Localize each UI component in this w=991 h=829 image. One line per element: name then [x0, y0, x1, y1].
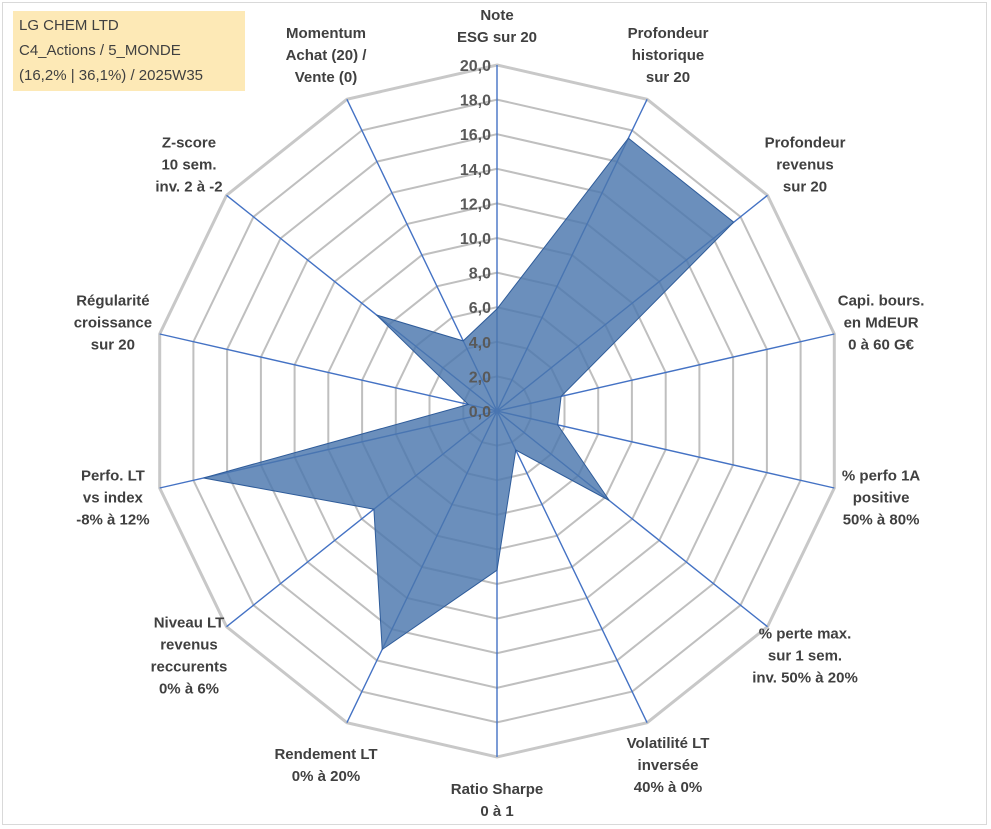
axis-label: sur 20 [91, 336, 135, 353]
axis-label: -8% à 12% [76, 512, 149, 529]
axis-label: sur 20 [646, 69, 690, 86]
tick-label-layer: 0,0 2,0 4,0 6,0 8,0 10,0 12,0 14,0 16,0 18,0 20,0 [460, 58, 491, 421]
axis-label: croissance [74, 314, 152, 331]
axis-label: Régularité [76, 292, 149, 309]
axis-label: 50% à 80% [843, 512, 920, 529]
axis-label: historique [632, 47, 705, 64]
axis-label: Vente (0) [295, 69, 358, 86]
axis-label: Z-score [162, 134, 216, 151]
axis-label: inv. 50% à 20% [752, 670, 858, 687]
axis-label: positive [853, 490, 910, 507]
axis-label: Niveau LT [154, 615, 225, 632]
axis-label: revenus [160, 637, 218, 654]
axis-label: Momentum [286, 25, 366, 42]
axis-label: revenus [776, 156, 834, 173]
axis-label: 0% à 20% [292, 768, 360, 785]
tick-label: 4,0 [469, 335, 491, 352]
axis-label: 40% à 0% [634, 779, 702, 796]
tick-label: 2,0 [469, 369, 491, 386]
axis-label: Note [480, 7, 513, 24]
axis-label: sur 20 [783, 178, 827, 195]
axis-label: Volatilité LT [627, 735, 710, 752]
axis-label: Perfo. LT [81, 468, 145, 485]
series-layer [203, 137, 735, 651]
axis-label: vs index [83, 490, 144, 507]
axis-label: % perfo 1A [842, 468, 921, 485]
tick-label: 6,0 [469, 300, 491, 317]
axis-label: inversée [638, 757, 699, 774]
axis-spoke [159, 333, 498, 412]
chart-header-box: LG CHEM LTD C4_Actions / 5_MONDE (16,2% … [13, 11, 245, 91]
tick-label: 14,0 [460, 162, 491, 179]
axis-label: inv. 2 à -2 [155, 178, 222, 195]
data-series-area [203, 137, 735, 651]
axis-label-layer: Note ESG sur 20 Profondeur historique sur 20… [74, 7, 925, 820]
axis-label: % perte max. [759, 626, 852, 643]
axis-label: Capi. bours. [838, 292, 925, 309]
tick-label: 20,0 [460, 58, 491, 75]
tick-label: 18,0 [460, 93, 491, 110]
axis-label: Ratio Sharpe [451, 781, 544, 798]
axis-label: en MdEUR [844, 314, 919, 331]
axis-label: 0 à 1 [480, 803, 513, 820]
axis-label: reccurents [151, 659, 228, 676]
category-line: C4_Actions / 5_MONDE [19, 42, 181, 59]
axis-label: Achat (20) / [286, 47, 368, 64]
company-name: LG CHEM LTD [19, 17, 119, 34]
axis-label: Rendement LT [274, 746, 377, 763]
axis-label: 10 sem. [161, 156, 216, 173]
tick-label: 10,0 [460, 231, 491, 248]
axis-label: sur 1 sem. [768, 648, 842, 665]
axis-label: 0% à 6% [159, 681, 219, 698]
axis-label: Profondeur [765, 134, 846, 151]
tick-label: 0,0 [469, 404, 491, 421]
tick-label: 8,0 [469, 266, 491, 283]
axis-label: Profondeur [628, 25, 709, 42]
axis-label: 0 à 60 G€ [848, 336, 915, 353]
axis-label: ESG sur 20 [457, 29, 537, 46]
tick-label: 12,0 [460, 196, 491, 213]
tick-label: 16,0 [460, 127, 491, 144]
stats-line: (16,2% | 36,1%) / 2025W35 [19, 67, 203, 84]
axis-spoke [496, 410, 648, 724]
